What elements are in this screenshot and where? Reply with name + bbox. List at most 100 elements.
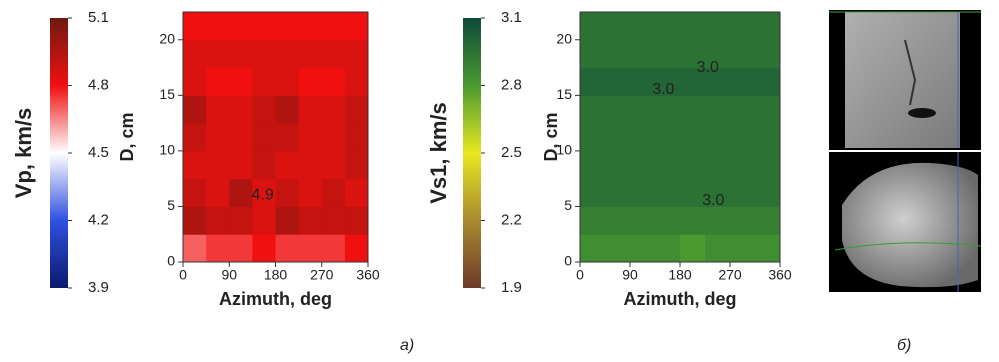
heat-cell (755, 68, 781, 96)
colorbar-tick-label: 4.5 (88, 144, 109, 161)
heat-cell (322, 40, 346, 68)
heat-cell (206, 95, 230, 123)
x-tick-label: 270 (310, 267, 334, 283)
x-axis-label: Azimuth, deg (219, 289, 332, 309)
heat-cell (630, 123, 656, 151)
y-tick-label: 15 (556, 86, 572, 102)
heat-cell (229, 68, 253, 96)
x-tick-label: 0 (179, 267, 187, 283)
colorbar-tick-label: 3.9 (88, 279, 109, 296)
heat-cell (730, 40, 756, 68)
colorbar-tick-label: 3.1 (501, 9, 522, 26)
heat-cell (730, 68, 756, 96)
heat-cell (345, 234, 369, 262)
ct-top-core (845, 12, 960, 148)
heat-cell (206, 12, 230, 40)
heat-cell (655, 151, 681, 179)
heat-cell (580, 12, 606, 40)
heat-cell (705, 234, 731, 262)
heat-cell (322, 206, 346, 234)
colorbar (463, 18, 481, 288)
heat-cell (345, 151, 369, 179)
heat-cell (299, 206, 323, 234)
heat-cell (655, 206, 681, 234)
heat-cell (206, 68, 230, 96)
heat-cell (605, 206, 631, 234)
heat-cell (605, 95, 631, 123)
contour-label: 4.9 (252, 187, 274, 204)
heat-cell (276, 95, 300, 123)
heat-cell (252, 68, 276, 96)
heat-cell (580, 234, 606, 262)
heat-cell (580, 206, 606, 234)
heat-cell (345, 206, 369, 234)
heat-cell (580, 95, 606, 123)
colorbar-label: Vp, km/s (11, 108, 36, 198)
heat-cell (229, 95, 253, 123)
heat-cell (730, 123, 756, 151)
colorbar-tick-label: 2.5 (501, 144, 522, 161)
heat-cell (183, 123, 207, 151)
heat-cell (580, 123, 606, 151)
y-axis-label: D, cm (117, 112, 137, 161)
x-tick-label: 360 (356, 267, 380, 283)
heat-cell (655, 234, 681, 262)
heat-cell (276, 68, 300, 96)
heat-cell (276, 12, 300, 40)
heat-cell (322, 68, 346, 96)
heat-cell (680, 95, 706, 123)
colorbar-tick-label: 1.9 (501, 279, 522, 296)
heat-cell (705, 151, 731, 179)
x-tick-label: 270 (718, 267, 742, 283)
heat-cell (705, 95, 731, 123)
heat-cell (183, 234, 207, 262)
heat-cell (322, 179, 346, 207)
y-tick-label: 5 (167, 197, 175, 213)
heat-cell (183, 68, 207, 96)
heat-cell (276, 151, 300, 179)
y-tick-label: 20 (159, 30, 175, 46)
y-tick-label: 15 (159, 86, 175, 102)
panel-label: б) (897, 337, 911, 354)
heat-cell (183, 12, 207, 40)
heat-cell (680, 12, 706, 40)
colorbar-tick-label: 2.8 (501, 76, 522, 93)
heat-cell (229, 123, 253, 151)
x-tick-label: 360 (768, 267, 792, 283)
heat-cell (183, 95, 207, 123)
heat-cell (299, 40, 323, 68)
heat-cell (206, 123, 230, 151)
heat-cell (229, 12, 253, 40)
heat-cell (655, 95, 681, 123)
contour-label: 3.0 (702, 192, 724, 209)
heat-cell (605, 12, 631, 40)
heat-cell (299, 95, 323, 123)
heat-cell (276, 123, 300, 151)
heat-cell (680, 206, 706, 234)
heat-cell (276, 206, 300, 234)
heat-cell (252, 123, 276, 151)
heat-cell (680, 123, 706, 151)
heat-cell (345, 12, 369, 40)
heat-cell (580, 40, 606, 68)
y-tick-label: 0 (167, 253, 175, 269)
heat-cell (730, 95, 756, 123)
heat-cell (252, 12, 276, 40)
heat-cell (605, 234, 631, 262)
heat-cell (183, 206, 207, 234)
x-tick-label: 90 (622, 267, 638, 283)
contour-label: 3.0 (697, 59, 719, 76)
heat-cell (229, 179, 253, 207)
heat-cell (630, 234, 656, 262)
heat-cell (755, 95, 781, 123)
heat-cell (206, 40, 230, 68)
heat-cell (755, 179, 781, 207)
heat-cell (730, 234, 756, 262)
heat-cell (299, 68, 323, 96)
colorbar-tick-label: 4.2 (88, 211, 109, 228)
heat-cell (252, 40, 276, 68)
heat-cell (605, 179, 631, 207)
heat-cell (252, 95, 276, 123)
heat-cell (605, 68, 631, 96)
heat-cell (630, 95, 656, 123)
